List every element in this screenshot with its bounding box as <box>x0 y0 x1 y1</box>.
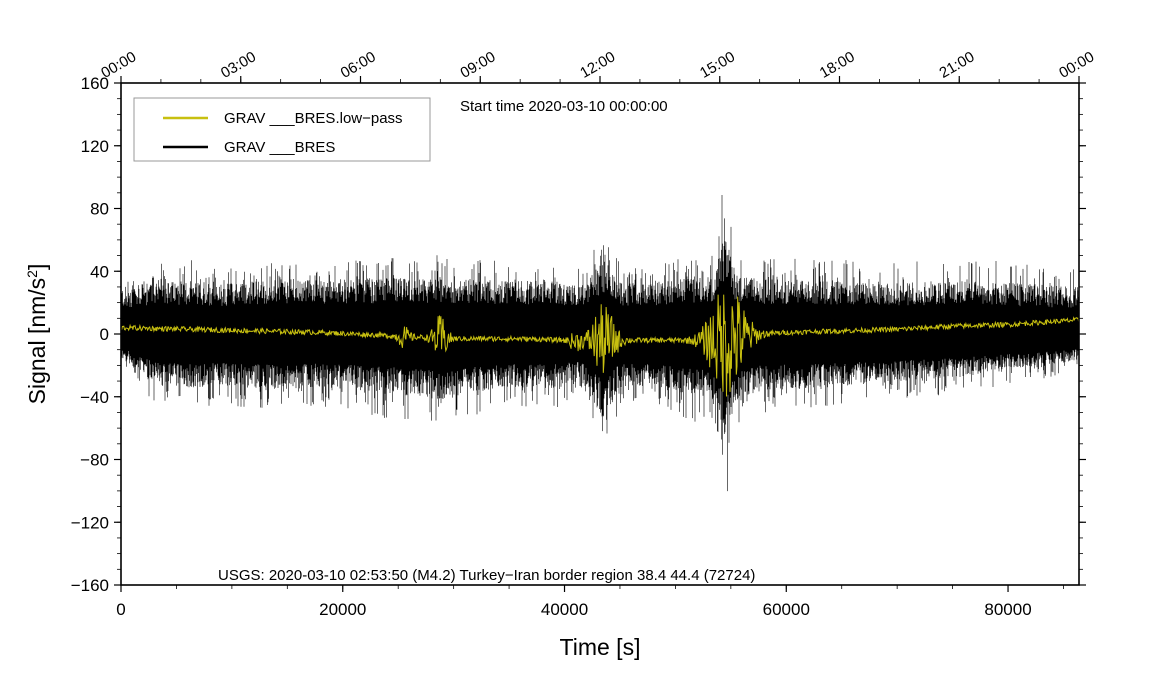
x-tick-label: 80000 <box>984 600 1031 619</box>
annotations: Time [s] Signal [nm/s2] Start time 2020-03… <box>24 98 755 660</box>
series-line-grav-bres-lowpass <box>120 294 1080 397</box>
top-tick-label: 12:00 <box>577 48 618 81</box>
top-tick-label: 06:00 <box>338 48 379 81</box>
usgs-event-annotation: USGS: 2020-03-10 02:53:50 (M4.2) Turkey−… <box>218 567 755 584</box>
y-axis-label-main: Signal [nm/s <box>24 278 50 405</box>
top-tick-label: 18:00 <box>817 48 858 81</box>
x-tick-label: 60000 <box>763 600 810 619</box>
y-tick-label: 160 <box>81 74 109 93</box>
y-tick-label: −160 <box>71 576 109 595</box>
y-axis-label: Signal [nm/s2] <box>24 264 50 405</box>
y-axis-label-exponent: 2 <box>24 270 40 278</box>
y-tick-label: 80 <box>90 200 109 219</box>
legend-label: GRAV ___BRES.low−pass <box>224 110 403 127</box>
top-tick-label: 00:00 <box>98 48 139 81</box>
y-tick-label: 120 <box>81 137 109 156</box>
legend-label: GRAV ___BRES <box>224 139 335 156</box>
x-tick-label: 20000 <box>319 600 366 619</box>
y-tick-label: −120 <box>71 513 109 532</box>
x-tick-label: 40000 <box>541 600 588 619</box>
legend: GRAV ___BRES.low−pass GRAV ___BRES <box>133 97 431 162</box>
x-tick-label: 0 <box>116 600 125 619</box>
start-time-annotation: Start time 2020-03-10 00:00:00 <box>460 98 668 115</box>
y-tick-label: −40 <box>80 388 109 407</box>
x-axis-label: Time [s] <box>560 634 641 660</box>
top-tick-label: 09:00 <box>457 48 498 81</box>
top-tick-label: 00:00 <box>1056 48 1097 81</box>
top-tick-label: 03:00 <box>218 48 259 81</box>
y-tick-label: 0 <box>100 325 109 344</box>
legend-box <box>133 97 431 162</box>
y-tick-label: 40 <box>90 262 109 281</box>
top-tick-label: 15:00 <box>697 48 738 81</box>
y-axis-label-tail: ] <box>24 264 50 270</box>
y-tick-label: −80 <box>80 451 109 470</box>
series-grav-bres-lowpass <box>120 294 1080 397</box>
top-tick-label: 21:00 <box>936 48 977 81</box>
